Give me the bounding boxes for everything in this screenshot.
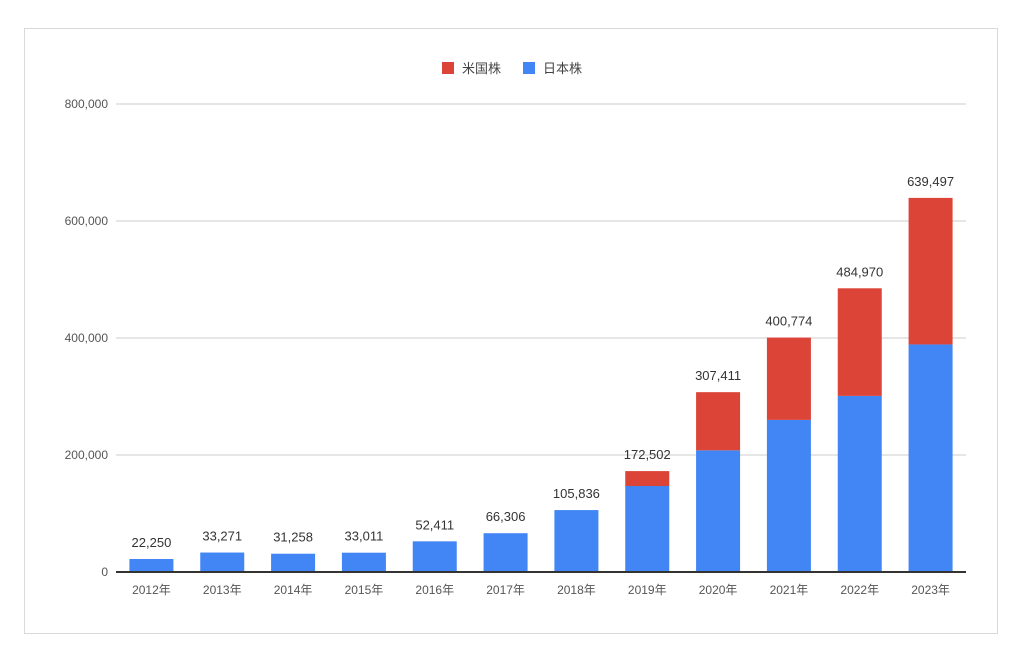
bar-segment-us-stocks[interactable] xyxy=(908,197,953,345)
y-tick-label: 0 xyxy=(101,565,108,579)
legend-item-us-stocks[interactable]: 米国株 xyxy=(441,58,501,77)
bar-segment-jp-stocks[interactable] xyxy=(696,450,741,572)
x-tick-label: 2014年 xyxy=(274,583,313,597)
total-data-label: 33,011 xyxy=(345,529,384,544)
total-data-label: 307,411 xyxy=(695,368,741,383)
total-data-label: 31,258 xyxy=(273,530,313,545)
total-data-label: 400,774 xyxy=(765,314,812,329)
total-data-label: 33,271 xyxy=(202,529,242,544)
bar-segment-jp-stocks[interactable] xyxy=(554,510,599,572)
legend-swatch-jp-stocks xyxy=(523,61,535,74)
y-tick-label: 200,000 xyxy=(65,448,109,462)
legend: 米国株 日本株 xyxy=(0,58,1024,77)
legend-swatch-us-stocks xyxy=(441,61,454,74)
gridlines xyxy=(116,103,966,456)
chart-frame xyxy=(24,28,998,634)
y-tick-label: 400,000 xyxy=(65,331,109,345)
bar-segment-jp-stocks[interactable] xyxy=(766,419,811,572)
total-data-label: 484,970 xyxy=(836,264,883,279)
x-tick-label: 2021年 xyxy=(770,583,809,597)
legend-item-jp-stocks[interactable]: 日本株 xyxy=(523,58,582,77)
x-tick-label: 2012年 xyxy=(132,583,171,597)
bar-segment-jp-stocks[interactable] xyxy=(129,558,174,572)
bar-segment-us-stocks[interactable] xyxy=(837,288,882,396)
x-tick-label: 2013年 xyxy=(203,583,242,597)
bar-segment-jp-stocks[interactable] xyxy=(341,552,386,572)
legend-label-us-stocks: 米国株 xyxy=(461,61,501,76)
legend-label-jp-stocks: 日本株 xyxy=(543,61,583,76)
bar-segment-jp-stocks[interactable] xyxy=(625,486,670,572)
bar-segment-us-stocks[interactable] xyxy=(766,337,811,420)
y-axis-tick-labels: 0 200,000 400,000 600,000 800,000 xyxy=(65,97,109,579)
bar-segment-jp-stocks[interactable] xyxy=(200,552,245,572)
bar-segment-jp-stocks[interactable] xyxy=(271,553,316,572)
total-data-label: 66,306 xyxy=(486,509,526,524)
bar-segment-jp-stocks[interactable] xyxy=(483,533,528,572)
total-data-label: 52,411 xyxy=(415,517,454,532)
total-data-labels: 22,250 33,271 31,258 33,011 52,411 66,306 105,… xyxy=(132,174,955,550)
bar-segment-us-stocks[interactable] xyxy=(696,392,741,451)
y-tick-label: 600,000 xyxy=(65,214,109,228)
x-tick-label: 2019年 xyxy=(628,583,667,597)
x-tick-label: 2023年 xyxy=(911,583,950,597)
bar-segment-jp-stocks[interactable] xyxy=(412,541,457,572)
x-tick-label: 2016年 xyxy=(415,583,454,597)
total-data-label: 105,836 xyxy=(553,486,600,501)
total-data-label: 22,250 xyxy=(132,535,172,550)
bar-segment-jp-stocks[interactable] xyxy=(837,395,882,572)
x-tick-label: 2018年 xyxy=(557,583,596,597)
x-tick-label: 2017年 xyxy=(486,583,525,597)
x-tick-label: 2022年 xyxy=(840,583,879,597)
x-axis-tick-labels: 2012年 2013年 2014年 2015年 2016年 2017年 2018年 2019年… xyxy=(132,583,950,597)
bars xyxy=(129,197,953,572)
x-tick-label: 2015年 xyxy=(345,583,384,597)
bar-segment-jp-stocks[interactable] xyxy=(908,344,953,572)
x-tick-label: 2020年 xyxy=(699,583,738,597)
total-data-label: 172,502 xyxy=(624,447,671,462)
total-data-label: 639,497 xyxy=(907,174,954,189)
bar-segment-us-stocks[interactable] xyxy=(625,471,670,487)
y-tick-label: 800,000 xyxy=(65,97,109,111)
